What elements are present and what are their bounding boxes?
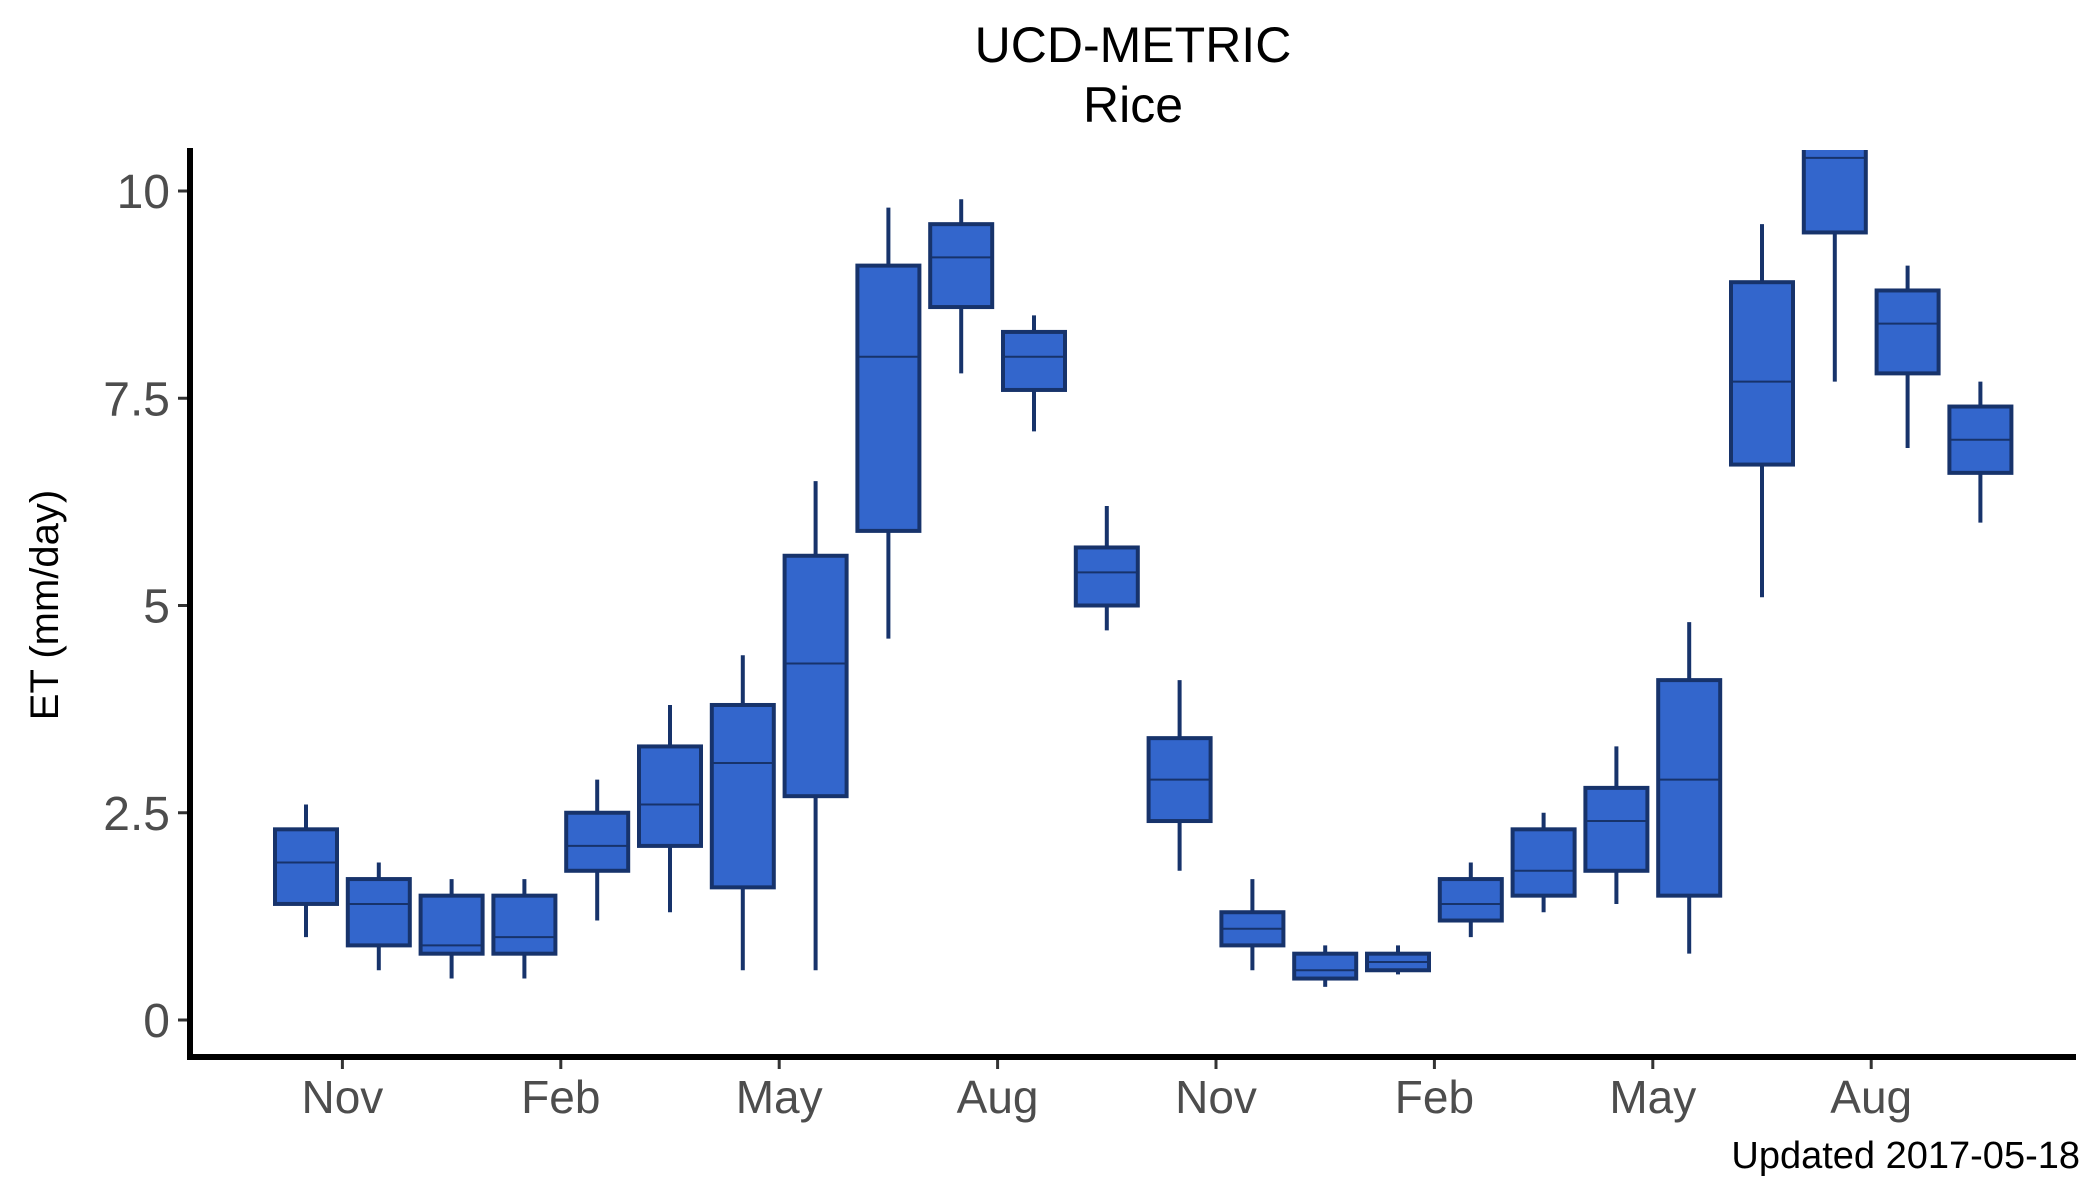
y-tick-label: 10: [117, 166, 170, 219]
y-tick-label: 2.5: [103, 788, 170, 841]
updated-caption: Updated 2017-05-18: [1731, 1135, 2080, 1177]
box-19: [1583, 746, 1650, 904]
box-15: [1292, 945, 1359, 987]
box-body: [928, 222, 995, 310]
box-18: [1510, 812, 1577, 913]
box-6: [637, 704, 703, 913]
box-body: [1510, 827, 1577, 898]
box-body: [564, 810, 631, 873]
box-11: [1001, 315, 1067, 432]
x-tick-label: Aug: [957, 1071, 1039, 1123]
box-body: [1729, 280, 1795, 467]
box-9: [855, 207, 922, 639]
box-8: [782, 481, 849, 971]
box-body: [1801, 150, 1868, 235]
box-body: [782, 553, 849, 799]
y-tick-label: 0: [143, 995, 170, 1048]
box-body: [1073, 545, 1140, 608]
y-tick-label: 7.5: [103, 373, 170, 426]
box-body: [1292, 951, 1359, 981]
box-17: [1437, 862, 1504, 938]
box-22: [1801, 150, 1868, 382]
box-16: [1365, 945, 1431, 975]
y-ticks: 0 2.5 5 7.5 10: [103, 166, 190, 1048]
box-body: [1874, 288, 1941, 376]
boxes-layer: [273, 150, 2014, 987]
box-12: [1073, 506, 1140, 631]
box-20: [1656, 622, 1723, 954]
x-tick-label: May: [1609, 1071, 1696, 1123]
box-body: [1656, 678, 1723, 898]
box-body: [491, 893, 558, 956]
box-body: [345, 877, 412, 948]
box-24: [1947, 381, 2014, 523]
box-5: [564, 779, 631, 921]
x-ticks: Nov Feb May Aug Nov Feb May Aug: [301, 1057, 1912, 1123]
x-tick-label: Feb: [1395, 1071, 1474, 1123]
x-tick-label: Feb: [521, 1071, 600, 1123]
box-23: [1874, 265, 1941, 448]
box-body: [855, 263, 922, 533]
box-14: [1219, 879, 1286, 971]
chart-subtitle: Rice: [1083, 77, 1183, 133]
box-body: [1437, 877, 1504, 923]
box-3: [418, 879, 485, 979]
x-tick-label: May: [736, 1071, 823, 1123]
x-tick-label: Nov: [1175, 1071, 1257, 1123]
y-axis-label: ET (mm/day): [23, 490, 67, 720]
y-tick-label: 5: [143, 581, 170, 634]
box-7: [709, 655, 776, 971]
box-13: [1146, 680, 1213, 871]
x-tick-label: Nov: [301, 1071, 383, 1123]
box-21: [1729, 224, 1795, 598]
box-body: [418, 893, 485, 956]
box-body: [1583, 785, 1650, 873]
box-body: [709, 702, 776, 890]
box-body: [273, 827, 339, 906]
chart-title: UCD-METRIC: [975, 17, 1292, 73]
box-1: [273, 804, 339, 938]
box-body: [1001, 329, 1067, 392]
box-body: [637, 744, 703, 848]
x-tick-label: Aug: [1830, 1071, 1912, 1123]
box-10: [928, 199, 995, 374]
box-2: [345, 862, 412, 971]
box-4: [491, 879, 558, 979]
